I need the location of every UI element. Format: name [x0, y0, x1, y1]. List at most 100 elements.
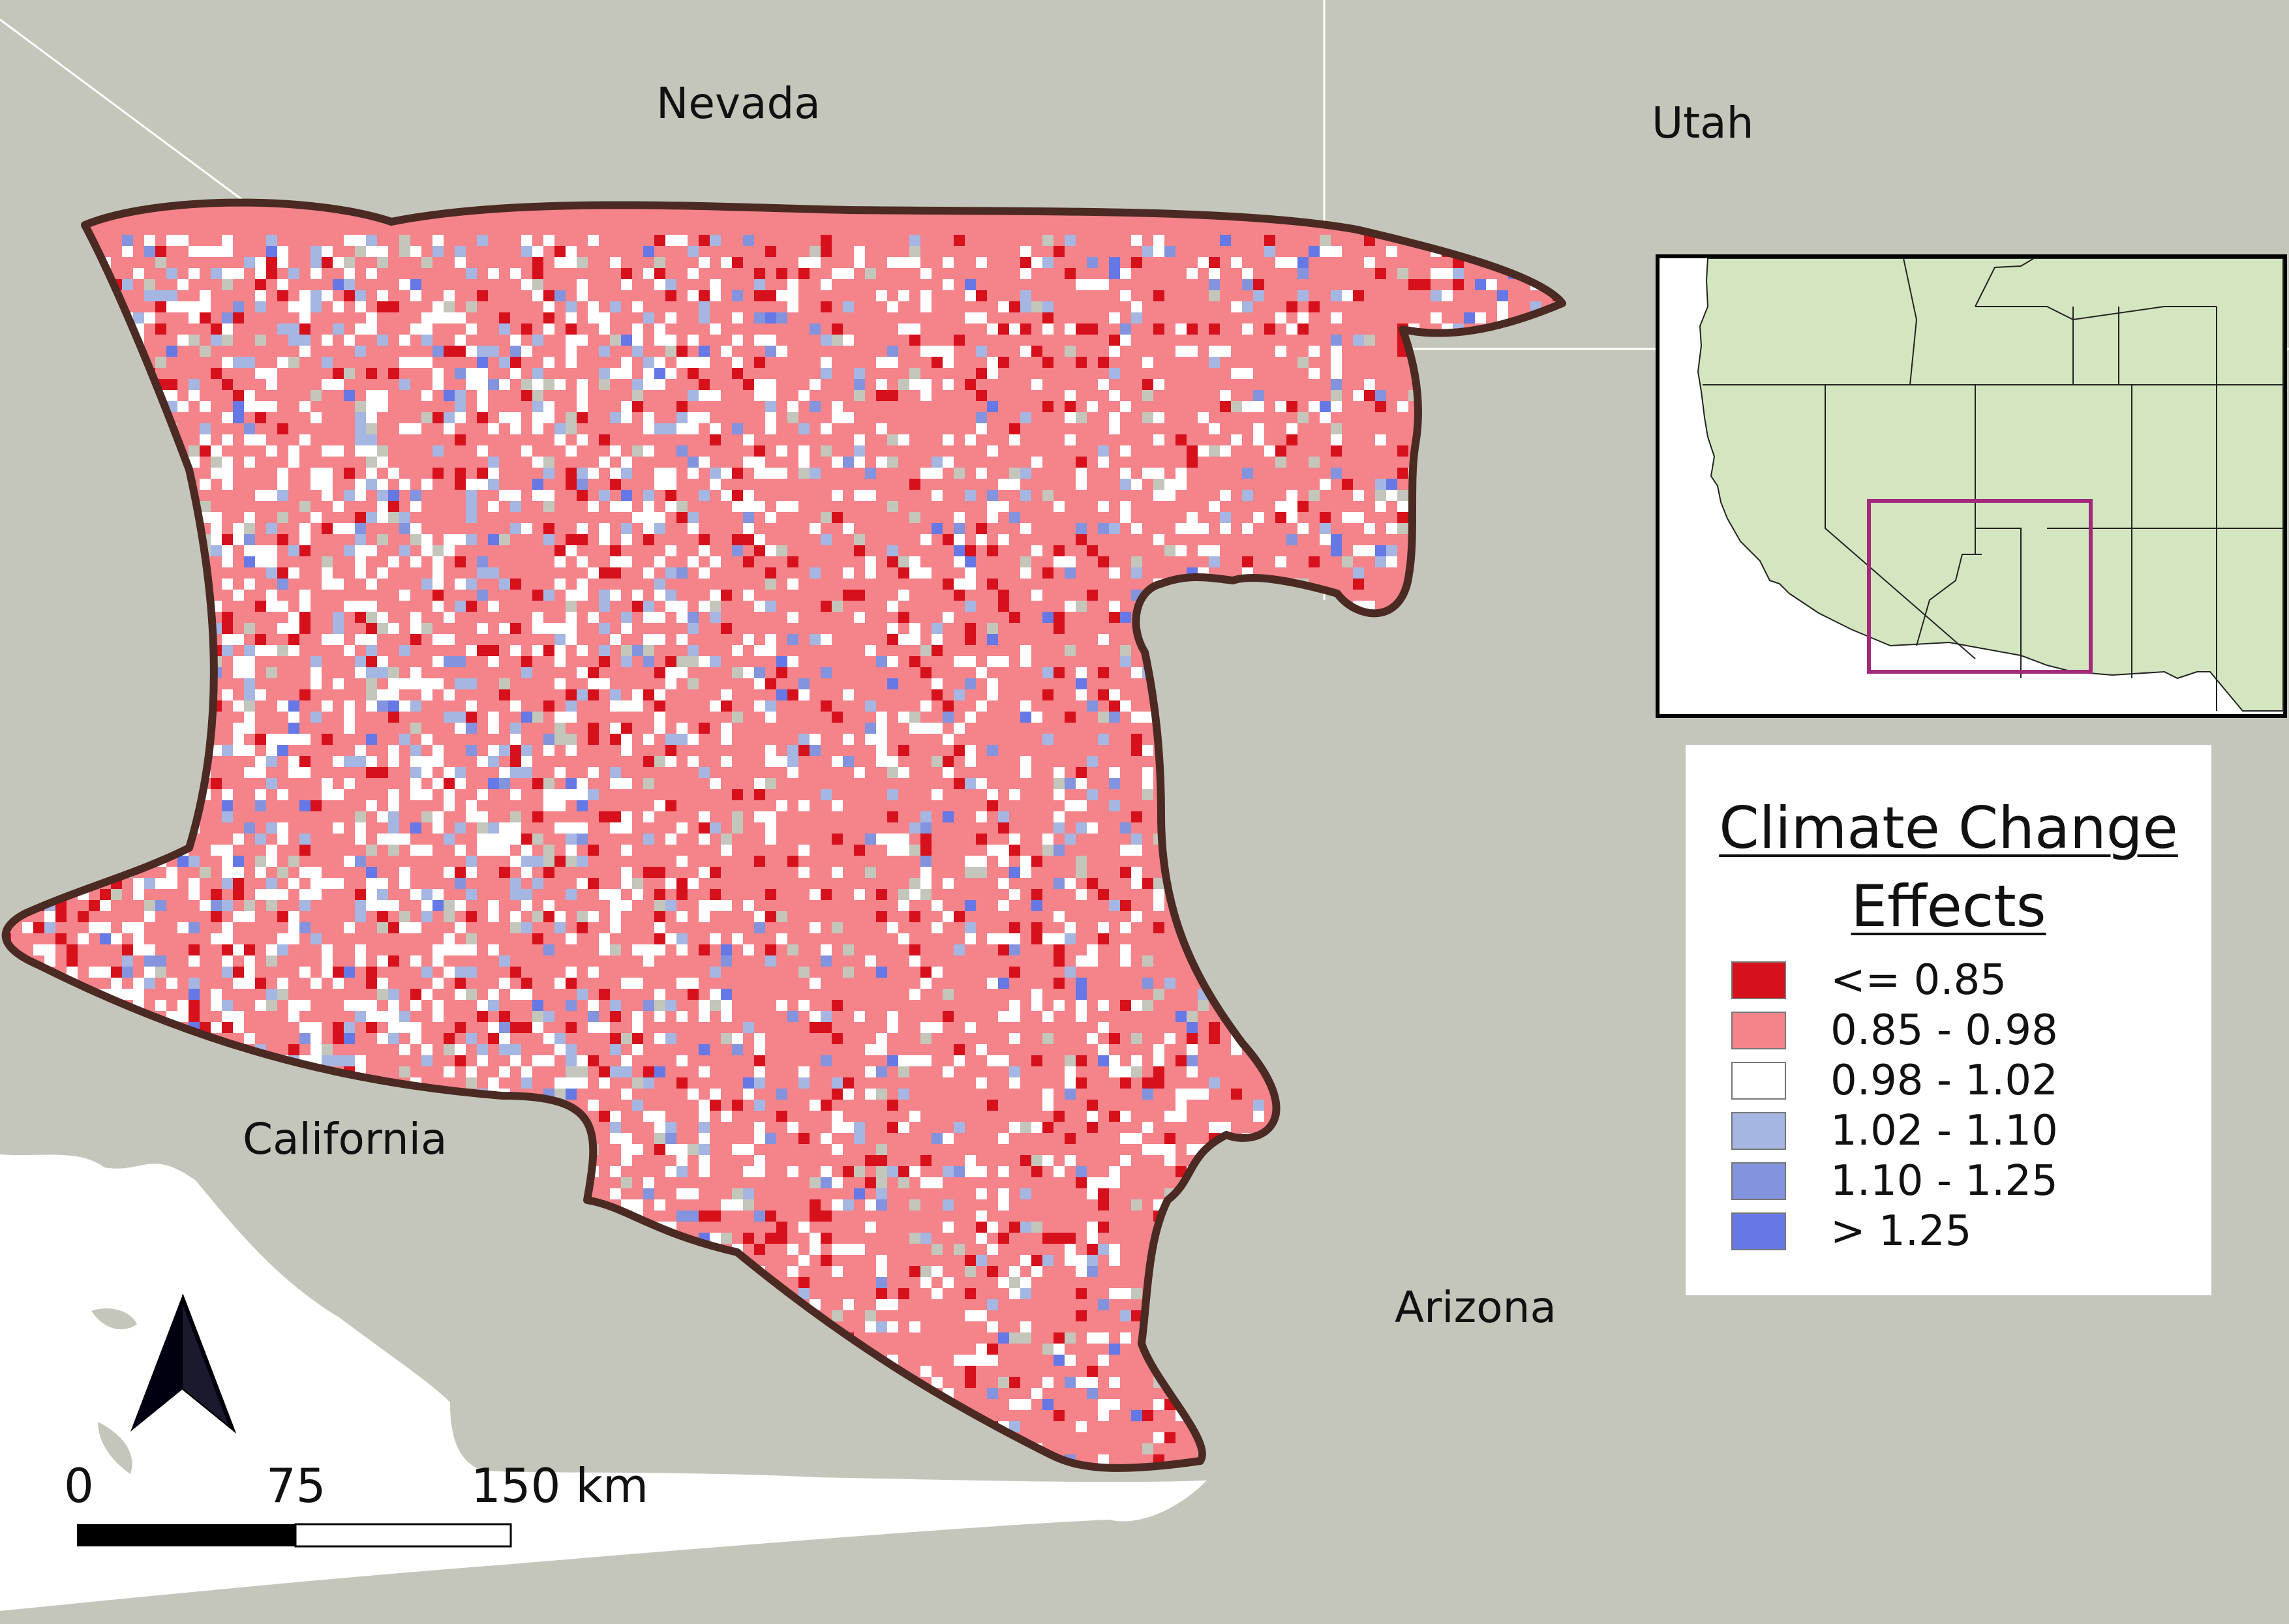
raster-cell — [322, 1277, 333, 1288]
raster-cell — [355, 246, 366, 257]
raster-cell — [1519, 867, 1530, 878]
raster-cell — [144, 745, 155, 756]
raster-cell — [55, 933, 67, 944]
raster-cell — [1253, 1388, 1264, 1399]
raster-cell — [1375, 811, 1386, 822]
raster-cell — [699, 1344, 710, 1355]
raster-cell — [721, 900, 732, 911]
raster-cell — [100, 434, 111, 445]
raster-cell — [255, 734, 266, 745]
raster-cell — [1519, 1044, 1530, 1055]
raster-cell — [421, 789, 432, 800]
raster-cell — [89, 700, 100, 712]
raster-cell — [33, 1122, 44, 1133]
raster-cell — [455, 1233, 466, 1244]
raster-cell — [1431, 1111, 1442, 1122]
raster-cell — [1442, 601, 1453, 612]
raster-cell — [643, 834, 654, 845]
raster-cell — [111, 745, 122, 756]
raster-cell — [1397, 490, 1408, 501]
raster-cell — [665, 734, 676, 745]
raster-cell — [1253, 423, 1264, 434]
raster-cell — [466, 379, 477, 390]
raster-cell — [887, 257, 898, 268]
raster-cell — [621, 1155, 632, 1166]
raster-cell — [133, 922, 144, 933]
raster-cell — [200, 867, 211, 878]
raster-cell — [1076, 1266, 1087, 1277]
raster-cell — [1497, 667, 1508, 678]
raster-cell — [787, 656, 798, 667]
raster-cell — [787, 856, 798, 867]
raster-cell — [699, 1266, 710, 1277]
raster-cell — [1475, 501, 1486, 512]
raster-cell — [1253, 401, 1264, 412]
raster-cell — [421, 889, 432, 900]
raster-cell — [388, 623, 399, 634]
raster-cell — [311, 878, 322, 889]
raster-cell — [688, 423, 699, 434]
raster-cell — [765, 1366, 776, 1377]
raster-cell — [943, 1066, 954, 1077]
raster-cell — [432, 590, 444, 601]
raster-cell — [920, 867, 932, 878]
raster-cell — [1120, 1066, 1131, 1077]
raster-cell — [377, 623, 388, 634]
raster-cell — [399, 279, 410, 290]
raster-cell — [1109, 1244, 1120, 1255]
raster-cell — [322, 1100, 333, 1111]
raster-cell — [610, 301, 621, 312]
raster-cell — [732, 357, 743, 368]
raster-cell — [144, 700, 155, 712]
raster-cell — [632, 944, 643, 955]
raster-cell — [133, 845, 144, 856]
raster-cell — [299, 922, 311, 933]
raster-cell — [932, 623, 943, 634]
raster-cell — [610, 1366, 621, 1377]
raster-cell — [1309, 346, 1320, 357]
raster-cell — [577, 479, 588, 490]
raster-cell — [410, 523, 421, 534]
raster-cell — [554, 545, 566, 556]
raster-cell — [388, 822, 399, 834]
raster-cell — [477, 346, 488, 357]
raster-cell — [521, 656, 532, 667]
raster-cell — [1231, 978, 1242, 989]
raster-cell — [643, 778, 654, 789]
raster-cell — [344, 390, 355, 401]
raster-cell — [111, 789, 122, 800]
raster-cell — [111, 933, 122, 944]
raster-cell — [876, 457, 887, 468]
raster-cell — [1153, 323, 1164, 335]
raster-cell — [1087, 545, 1098, 556]
raster-cell — [710, 279, 721, 290]
raster-cell — [1231, 989, 1242, 1000]
raster-cell — [510, 579, 521, 590]
raster-cell — [1530, 1177, 1541, 1188]
raster-cell — [89, 1077, 100, 1089]
raster-cell — [1175, 700, 1187, 712]
raster-cell — [854, 1122, 865, 1133]
raster-cell — [998, 933, 1009, 944]
raster-cell — [322, 1055, 333, 1066]
raster-cell — [765, 834, 776, 845]
raster-cell — [299, 1000, 311, 1011]
raster-cell — [200, 1144, 211, 1155]
raster-cell — [67, 1133, 78, 1144]
raster-cell — [621, 534, 632, 545]
raster-cell — [432, 889, 444, 900]
raster-cell — [377, 878, 388, 889]
raster-cell — [122, 1077, 133, 1089]
raster-cell — [1120, 501, 1131, 512]
raster-cell — [643, 656, 654, 667]
raster-cell — [554, 1111, 566, 1122]
raster-cell — [1009, 612, 1020, 623]
raster-cell — [488, 1177, 499, 1188]
raster-cell — [1397, 401, 1408, 412]
raster-cell — [665, 567, 676, 579]
raster-cell — [865, 1222, 876, 1233]
raster-cell — [1042, 734, 1054, 745]
raster-cell — [1320, 479, 1331, 490]
raster-cell — [1386, 712, 1397, 723]
raster-cell — [222, 1022, 233, 1033]
